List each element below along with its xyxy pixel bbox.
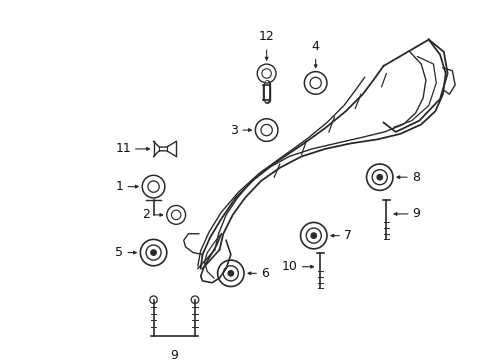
Text: 12: 12 — [258, 30, 274, 43]
Text: 4: 4 — [311, 40, 319, 53]
Circle shape — [227, 270, 233, 276]
Text: 2: 2 — [142, 208, 149, 221]
Text: 5: 5 — [115, 246, 123, 259]
Text: 9: 9 — [170, 349, 178, 360]
Text: 8: 8 — [411, 171, 419, 184]
Text: 3: 3 — [230, 123, 238, 136]
Circle shape — [150, 250, 156, 255]
Circle shape — [310, 233, 316, 238]
Circle shape — [376, 174, 382, 180]
Text: 1: 1 — [115, 180, 123, 193]
Text: 7: 7 — [343, 229, 351, 242]
Text: 9: 9 — [412, 207, 420, 220]
Text: 11: 11 — [115, 143, 131, 156]
Text: 6: 6 — [261, 267, 268, 280]
Text: 10: 10 — [281, 260, 297, 273]
